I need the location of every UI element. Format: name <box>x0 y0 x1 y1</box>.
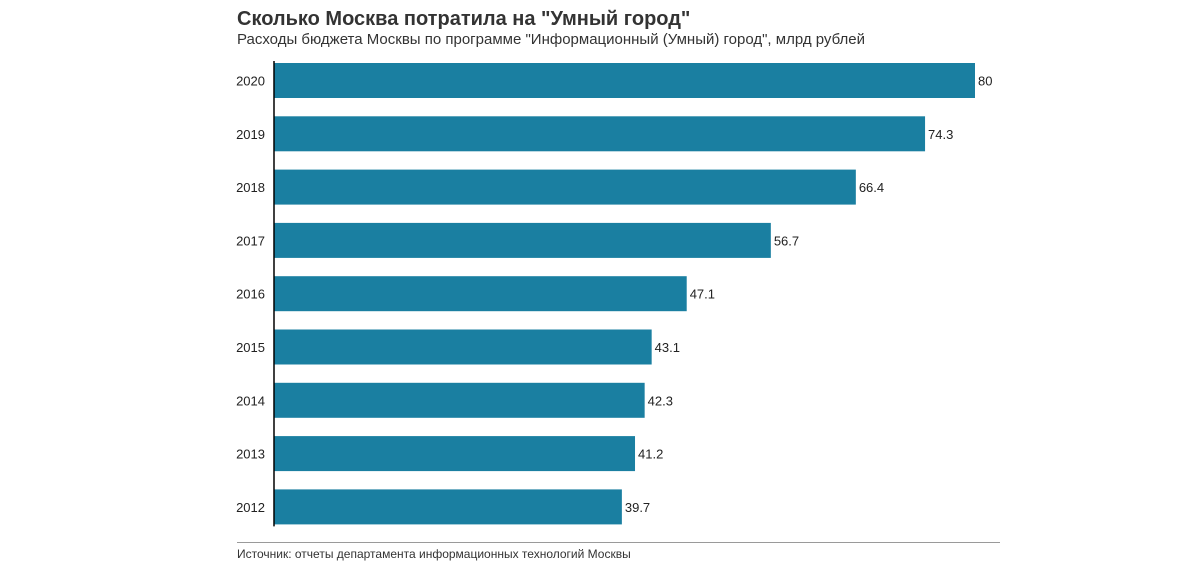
bar-2017 <box>274 222 771 258</box>
bar-2019 <box>274 116 926 152</box>
source-divider <box>237 542 1000 543</box>
chart-subtitle: Расходы бюджета Москвы по программе "Инф… <box>237 31 865 48</box>
value-label-2014: 42.3 <box>648 393 673 408</box>
category-label-2019: 2019 <box>236 127 265 142</box>
value-label-2017: 56.7 <box>774 233 799 248</box>
value-label-2020: 80 <box>978 74 992 89</box>
bar-2013 <box>274 436 636 472</box>
value-label-2019: 74.3 <box>928 127 953 142</box>
category-label-2020: 2020 <box>236 74 265 89</box>
value-label-2016: 47.1 <box>690 287 715 302</box>
category-label-2018: 2018 <box>236 180 265 195</box>
value-label-2013: 41.2 <box>638 447 663 462</box>
value-label-2018: 66.4 <box>859 180 884 195</box>
category-label-2016: 2016 <box>236 287 265 302</box>
bar-2020 <box>274 63 975 98</box>
category-label-2015: 2015 <box>236 340 265 355</box>
category-label-2014: 2014 <box>236 393 265 408</box>
value-label-2012: 39.7 <box>625 500 650 515</box>
category-label-2017: 2017 <box>236 233 265 248</box>
chart-title: Сколько Москва потратила на "Умный город… <box>237 8 691 30</box>
source-note: Источник: отчеты департамента информацио… <box>237 547 631 561</box>
bar-2014 <box>274 382 645 418</box>
bar-2016 <box>274 276 687 312</box>
bar-2018 <box>274 169 856 205</box>
category-label-2012: 2012 <box>236 500 265 515</box>
value-label-2015: 43.1 <box>655 340 680 355</box>
category-label-2013: 2013 <box>236 447 265 462</box>
bar-2012 <box>274 489 622 525</box>
bar-chart: 2020 80 2019 74.3 2018 66.4 2017 56.7 2016 47.1 20… <box>236 61 992 527</box>
bar-2015 <box>274 329 652 365</box>
